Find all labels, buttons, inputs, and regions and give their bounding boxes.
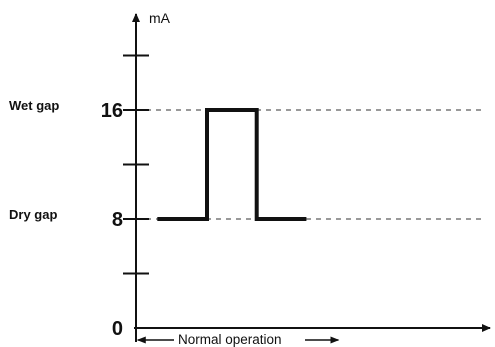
reference-lines	[136, 109, 484, 220]
y-axis-ticks	[123, 54, 149, 275]
level-label-wet-gap: Wet gap	[9, 98, 59, 113]
y-axis-tick-labels: 0 8 16	[101, 100, 123, 340]
y-axis-unit-label: mA	[149, 10, 171, 26]
normal-operation-span: Normal operation	[136, 332, 340, 347]
span-label: Normal operation	[178, 332, 282, 347]
y-tick-label-0: 0	[112, 318, 123, 340]
y-tick-label-16: 16	[101, 100, 123, 122]
signal-step-line	[157, 108, 307, 221]
y-tick-label-8: 8	[112, 209, 123, 231]
level-labels: Wet gap Dry gap	[9, 98, 59, 222]
level-label-dry-gap: Dry gap	[9, 207, 57, 222]
